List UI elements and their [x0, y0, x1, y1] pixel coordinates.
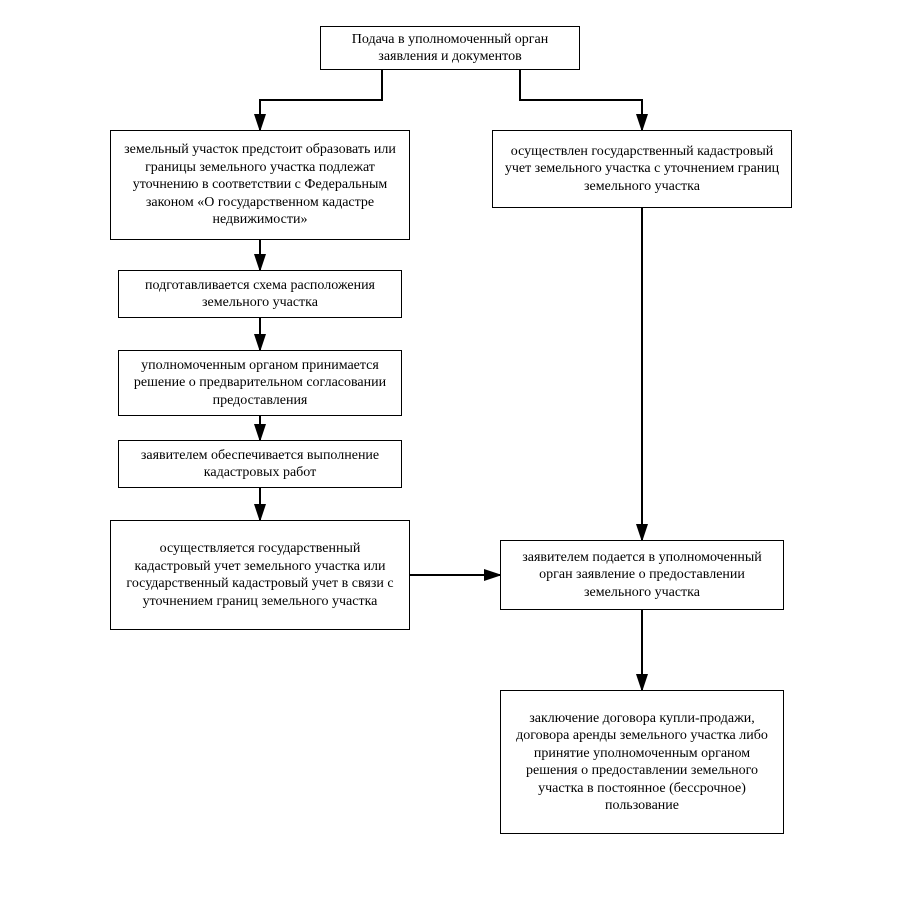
node-cadastral-record-done: осуществлен государственный кадастровый …: [492, 130, 792, 208]
node-contract-conclusion: заключение договора купли-продажи, догов…: [500, 690, 784, 834]
node-label: земельный участок предстоит образовать и…: [121, 141, 399, 229]
node-land-plot-formation: земельный участок предстоит образовать и…: [110, 130, 410, 240]
flowchart-canvas: Подача в уполномоченный орган заявления …: [0, 0, 900, 900]
node-label: Подача в уполномоченный орган заявления …: [331, 31, 569, 66]
node-state-cadastral-registration: осуществляется государственный кадастров…: [110, 520, 410, 630]
node-cadastral-works: заявителем обеспечивается выполнение кад…: [118, 440, 402, 488]
node-prepare-scheme: подготавливается схема расположения земе…: [118, 270, 402, 318]
node-label: заявителем подается в уполномоченный орг…: [511, 549, 773, 602]
node-label: осуществляется государственный кадастров…: [121, 540, 399, 610]
node-label: подготавливается схема расположения земе…: [129, 277, 391, 312]
node-label: уполномоченным органом принимается решен…: [129, 357, 391, 410]
node-submit-provision-application: заявителем подается в уполномоченный орг…: [500, 540, 784, 610]
node-label: осуществлен государственный кадастровый …: [503, 143, 781, 196]
node-submit-application: Подача в уполномоченный орган заявления …: [320, 26, 580, 70]
node-label: заявителем обеспечивается выполнение кад…: [129, 447, 391, 482]
node-label: заключение договора купли-продажи, догов…: [511, 710, 773, 815]
node-preliminary-approval: уполномоченным органом принимается решен…: [118, 350, 402, 416]
